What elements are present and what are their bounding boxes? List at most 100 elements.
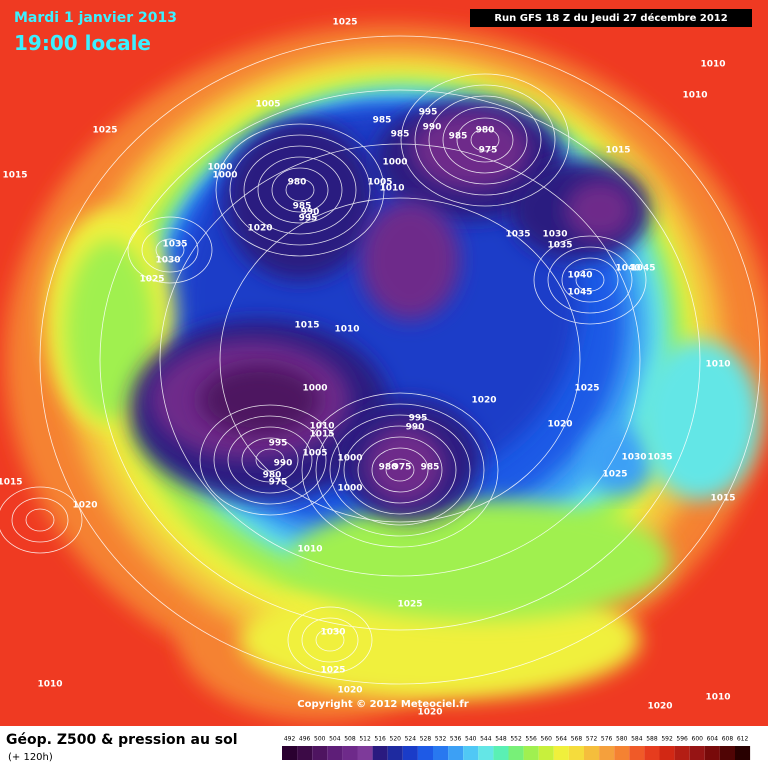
scale-swatch <box>433 746 449 760</box>
pressure-label: 1025 <box>332 18 357 28</box>
scale-swatch <box>523 746 539 760</box>
isobar <box>241 437 299 483</box>
pressure-label: 975 <box>393 463 412 473</box>
isobar <box>533 235 647 325</box>
isobar <box>470 128 500 152</box>
scale-label: 516 <box>374 736 386 743</box>
pressure-label: 980 <box>379 463 398 473</box>
scale-label: 568 <box>571 736 583 743</box>
scale-label: 548 <box>495 736 507 743</box>
scale-swatch <box>689 746 705 760</box>
scale-swatch <box>282 746 298 760</box>
pressure-label: 1020 <box>417 708 442 718</box>
scale-label: 564 <box>556 736 568 743</box>
pressure-label: 1000 <box>207 163 232 173</box>
isobar <box>561 257 619 303</box>
isobar <box>285 178 315 202</box>
scale-label: 524 <box>405 736 417 743</box>
pressure-label: 1010 <box>309 422 334 432</box>
pressure-label: 1020 <box>337 686 362 696</box>
scale-swatch <box>357 746 373 760</box>
scale-swatch <box>372 746 388 760</box>
pressure-label: 1010 <box>334 325 359 335</box>
pressure-label: 990 <box>423 123 442 133</box>
date-label: Mardi 1 janvier 2013 <box>14 10 177 26</box>
pressure-label: 1005 <box>255 100 280 110</box>
isobar <box>456 117 514 163</box>
pressure-label: 1025 <box>574 384 599 394</box>
pressure-label: 1020 <box>471 396 496 406</box>
scale-swatch <box>599 746 615 760</box>
color-scale: 492 496 500 504 508 512 516 520 524 528 532 536 540 5… <box>282 736 751 760</box>
copyright: Copyright © 2012 Meteociel.fr <box>297 699 468 710</box>
isobar <box>11 497 69 543</box>
pressure-label: 985 <box>373 116 392 126</box>
pressure-label: 1010 <box>379 184 404 194</box>
scale-swatch <box>704 746 720 760</box>
scale-swatch <box>719 746 735 760</box>
pressure-label: 1000 <box>382 158 407 168</box>
scale-swatch <box>614 746 630 760</box>
scale-label: 556 <box>525 736 537 743</box>
scale-swatch <box>463 746 479 760</box>
scale-swatch <box>342 746 358 760</box>
scale-swatch <box>448 746 464 760</box>
isobar <box>0 486 83 554</box>
scale-label: 512 <box>359 736 371 743</box>
scale-swatch <box>493 746 509 760</box>
pressure-label: 1020 <box>247 224 272 234</box>
scale-label: 492 <box>284 736 296 743</box>
time-label: 19:00 locale <box>14 31 151 55</box>
pressure-label: 1005 <box>367 178 392 188</box>
scale-swatch <box>629 746 645 760</box>
scale-swatch <box>312 746 328 760</box>
isobar <box>301 617 359 663</box>
isobar <box>199 404 341 516</box>
scale-label: 520 <box>390 736 402 743</box>
pressure-label: 975 <box>479 146 498 156</box>
isobar <box>315 628 345 652</box>
pressure-label: 1000 <box>212 171 237 181</box>
isobar <box>357 436 443 504</box>
scale-label: 528 <box>420 736 432 743</box>
isobar <box>227 426 313 494</box>
scale-label: 500 <box>314 736 326 743</box>
pressure-label: 1035 <box>505 230 530 240</box>
pressure-label: 1040 <box>615 264 640 274</box>
run-box <box>470 9 752 27</box>
pressure-label: 985 <box>293 202 312 212</box>
pressure-label: 1030 <box>155 256 180 266</box>
scale-label: 604 <box>707 736 719 743</box>
isobar <box>428 95 542 185</box>
pressure-label: 985 <box>449 132 468 142</box>
pressure-label: 1010 <box>705 693 730 703</box>
isobar <box>255 448 285 472</box>
scale-label: 584 <box>631 736 643 743</box>
scale-label: 608 <box>722 736 734 743</box>
scale-label: 552 <box>510 736 522 743</box>
pressure-label: 995 <box>419 108 438 118</box>
scale-swatch <box>478 746 494 760</box>
pressure-label: 995 <box>299 214 318 224</box>
scale-label: 580 <box>616 736 628 743</box>
pressure-label: 990 <box>301 208 320 218</box>
pressure-label: 975 <box>269 478 288 488</box>
pressure-label: 985 <box>391 130 410 140</box>
pressure-label: 1015 <box>710 494 735 504</box>
scale-swatch <box>327 746 343 760</box>
pressure-label: 1015 <box>605 146 630 156</box>
scale-label: 508 <box>344 736 356 743</box>
isobar <box>25 508 55 532</box>
scale-label: 532 <box>435 736 447 743</box>
pressure-label: 1030 <box>542 230 567 240</box>
scale-swatch <box>644 746 660 760</box>
pressure-label: 1000 <box>337 454 362 464</box>
pressure-label: 1025 <box>139 275 164 285</box>
isobar <box>99 89 701 631</box>
field-blob <box>640 340 760 500</box>
isobar <box>257 156 343 224</box>
isobar <box>141 227 199 273</box>
scale-swatch <box>538 746 554 760</box>
